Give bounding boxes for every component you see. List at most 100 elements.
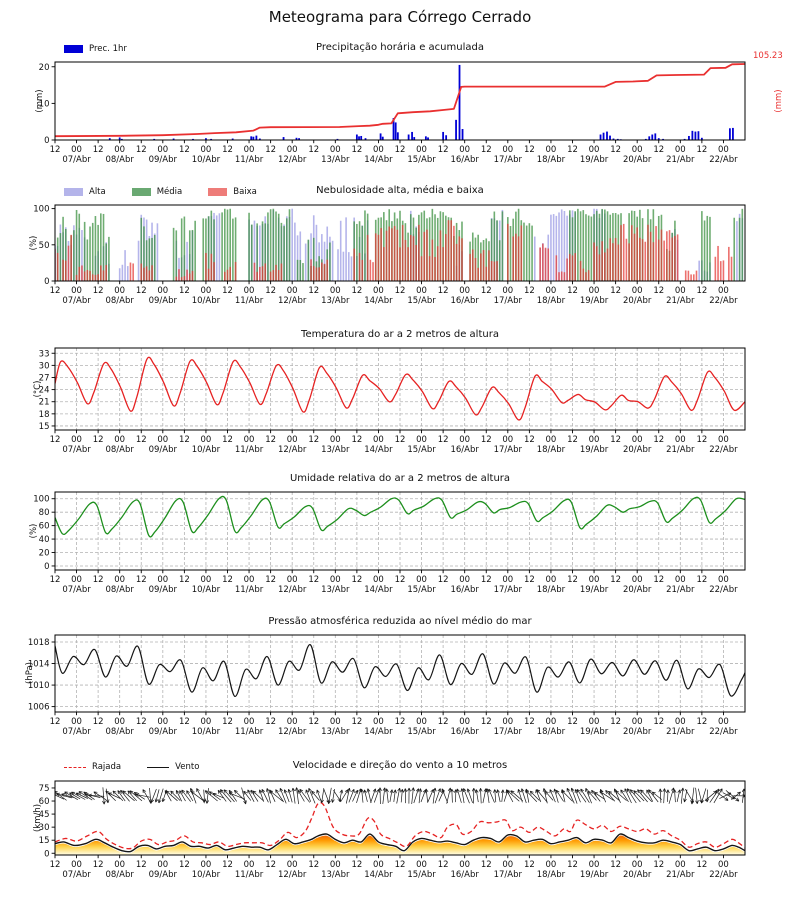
svg-text:12: 12 xyxy=(481,860,492,870)
svg-text:27: 27 xyxy=(39,373,50,383)
svg-text:00: 00 xyxy=(201,435,212,445)
vento-swatch xyxy=(147,766,170,768)
baixa-swatch xyxy=(208,188,228,196)
svg-text:14/Abr: 14/Abr xyxy=(364,445,393,455)
svg-text:00: 00 xyxy=(71,286,82,296)
svg-text:00: 00 xyxy=(373,435,384,445)
svg-text:21: 21 xyxy=(39,398,50,408)
svg-text:20: 20 xyxy=(39,63,50,73)
svg-text:12: 12 xyxy=(136,435,147,445)
svg-text:12/Abr: 12/Abr xyxy=(278,445,307,455)
svg-text:12: 12 xyxy=(50,717,61,727)
svg-text:18/Abr: 18/Abr xyxy=(537,155,566,165)
svg-text:00: 00 xyxy=(546,717,557,727)
svg-text:00: 00 xyxy=(459,145,470,155)
rajada-label: Rajada xyxy=(92,762,122,772)
svg-text:00: 00 xyxy=(416,860,427,870)
svg-text:0: 0 xyxy=(44,136,49,146)
svg-text:12: 12 xyxy=(481,717,492,727)
svg-text:00: 00 xyxy=(459,860,470,870)
svg-text:12: 12 xyxy=(395,717,406,727)
svg-text:00: 00 xyxy=(589,286,600,296)
svg-text:11/Abr: 11/Abr xyxy=(235,445,264,455)
svg-text:12: 12 xyxy=(136,717,147,727)
svg-text:00: 00 xyxy=(632,860,643,870)
svg-text:00: 00 xyxy=(502,145,513,155)
svg-text:12: 12 xyxy=(308,145,319,155)
svg-text:00: 00 xyxy=(330,286,341,296)
svg-text:17/Abr: 17/Abr xyxy=(494,870,523,880)
svg-text:00: 00 xyxy=(287,860,298,870)
svg-text:21/Abr: 21/Abr xyxy=(666,445,695,455)
svg-text:00: 00 xyxy=(502,860,513,870)
precip-title: Precipitação horária e acumulada xyxy=(316,42,484,53)
svg-text:00: 00 xyxy=(675,435,686,445)
svg-text:0: 0 xyxy=(44,562,49,572)
svg-text:19/Abr: 19/Abr xyxy=(580,296,609,306)
baixa-label: Baixa xyxy=(233,187,257,197)
svg-text:12: 12 xyxy=(696,860,707,870)
svg-text:12: 12 xyxy=(524,575,535,585)
svg-text:00: 00 xyxy=(201,145,212,155)
svg-text:00: 00 xyxy=(157,575,168,585)
svg-text:12: 12 xyxy=(222,860,233,870)
svg-text:00: 00 xyxy=(71,575,82,585)
svg-text:00: 00 xyxy=(373,145,384,155)
svg-text:33: 33 xyxy=(39,349,50,359)
svg-text:12: 12 xyxy=(50,435,61,445)
svg-text:00: 00 xyxy=(287,286,298,296)
svg-text:12: 12 xyxy=(524,860,535,870)
svg-text:18: 18 xyxy=(39,410,50,420)
svg-text:12: 12 xyxy=(136,145,147,155)
svg-text:12: 12 xyxy=(653,575,664,585)
svg-text:12: 12 xyxy=(222,145,233,155)
svg-text:00: 00 xyxy=(287,435,298,445)
svg-text:12: 12 xyxy=(308,717,319,727)
svg-text:00: 00 xyxy=(373,717,384,727)
svg-text:21/Abr: 21/Abr xyxy=(666,155,695,165)
svg-text:12: 12 xyxy=(265,145,276,155)
svg-text:19/Abr: 19/Abr xyxy=(580,727,609,737)
svg-text:12: 12 xyxy=(610,435,621,445)
svg-text:12: 12 xyxy=(265,435,276,445)
svg-text:20/Abr: 20/Abr xyxy=(623,155,652,165)
svg-text:00: 00 xyxy=(114,286,125,296)
wind-title: Velocidade e direção do vento a 10 metro… xyxy=(292,760,508,771)
svg-text:20: 20 xyxy=(39,549,50,559)
precipitation-chart: 12 00 12 00 12 00 12 00 12 00 12 00 12 00 12 00 12 00 12 00… xyxy=(39,61,746,165)
svg-text:00: 00 xyxy=(502,286,513,296)
svg-text:12: 12 xyxy=(93,717,104,727)
svg-text:00: 00 xyxy=(632,286,643,296)
svg-text:15/Abr: 15/Abr xyxy=(407,727,436,737)
svg-text:100: 100 xyxy=(33,495,49,505)
svg-text:18/Abr: 18/Abr xyxy=(537,870,566,880)
svg-text:12: 12 xyxy=(696,575,707,585)
svg-text:12: 12 xyxy=(567,575,578,585)
svg-text:12: 12 xyxy=(395,575,406,585)
svg-text:12: 12 xyxy=(265,860,276,870)
svg-text:00: 00 xyxy=(632,145,643,155)
svg-text:75: 75 xyxy=(39,784,50,794)
svg-text:00: 00 xyxy=(157,145,168,155)
svg-text:00: 00 xyxy=(416,435,427,445)
svg-text:11/Abr: 11/Abr xyxy=(235,870,264,880)
svg-text:12: 12 xyxy=(308,286,319,296)
svg-text:12: 12 xyxy=(308,575,319,585)
svg-text:22/Abr: 22/Abr xyxy=(709,296,738,306)
svg-text:00: 00 xyxy=(416,717,427,727)
svg-text:11/Abr: 11/Abr xyxy=(235,727,264,737)
svg-text:22/Abr: 22/Abr xyxy=(709,155,738,165)
svg-text:21/Abr: 21/Abr xyxy=(666,727,695,737)
svg-text:12: 12 xyxy=(524,286,535,296)
svg-text:09/Abr: 09/Abr xyxy=(149,870,178,880)
svg-text:80: 80 xyxy=(39,508,50,518)
svg-text:00: 00 xyxy=(546,860,557,870)
svg-text:60: 60 xyxy=(39,522,50,532)
svg-text:12: 12 xyxy=(481,145,492,155)
svg-text:10/Abr: 10/Abr xyxy=(192,445,221,455)
svg-text:15/Abr: 15/Abr xyxy=(407,155,436,165)
svg-text:17/Abr: 17/Abr xyxy=(494,155,523,165)
svg-text:14/Abr: 14/Abr xyxy=(364,727,393,737)
svg-text:00: 00 xyxy=(157,860,168,870)
temperature-chart: 12 00 12 00 12 00 12 00 12 00 12 00 12 00 12 00 12 00 12 00… xyxy=(39,347,746,455)
